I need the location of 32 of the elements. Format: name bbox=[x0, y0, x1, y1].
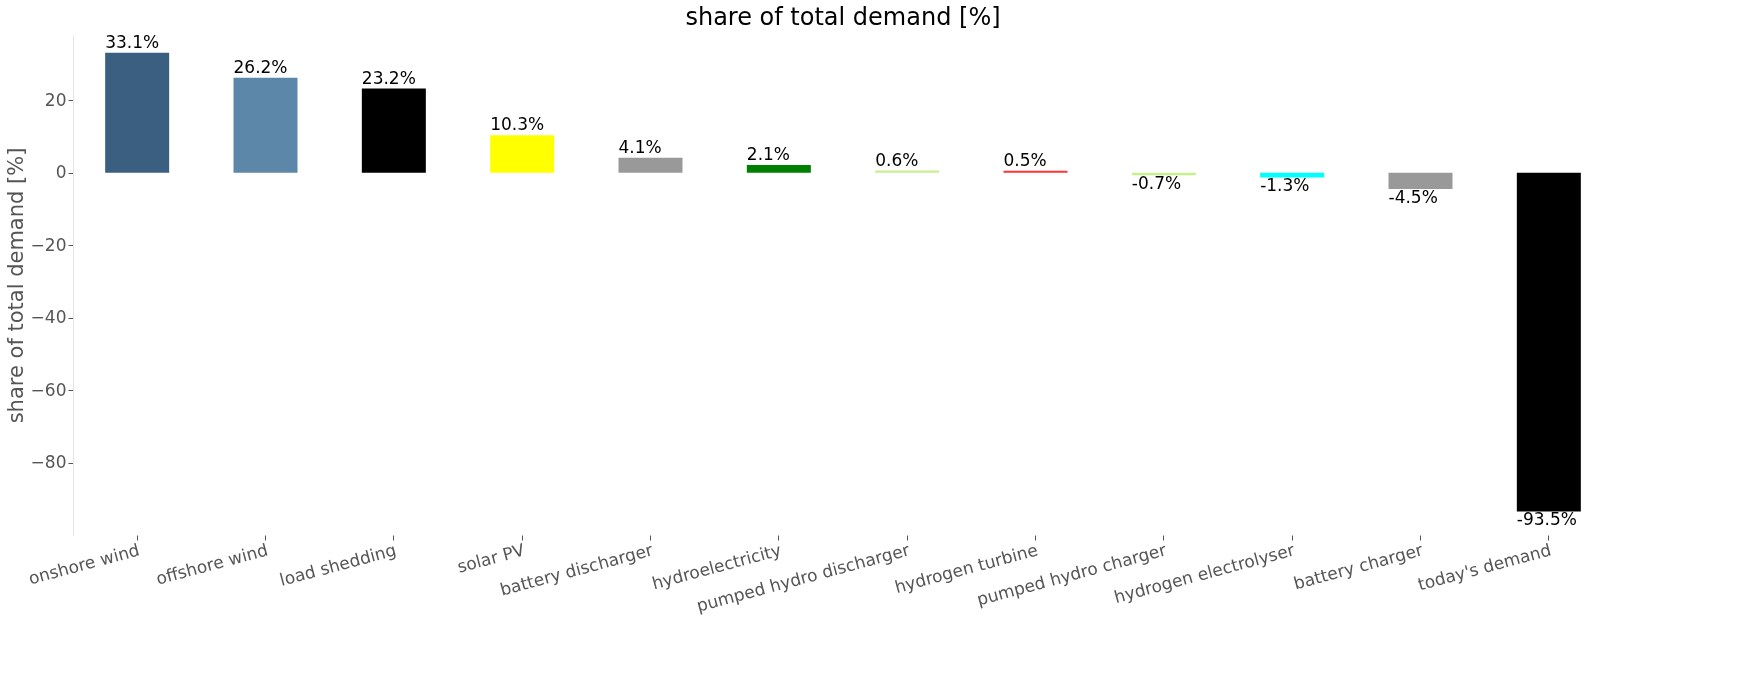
bar bbox=[875, 170, 940, 173]
y-tick-label: 0 bbox=[55, 162, 67, 183]
bar bbox=[746, 165, 811, 173]
data-label: 33.1% bbox=[105, 31, 160, 52]
x-tick-label: onshore wind bbox=[26, 539, 142, 589]
data-label: 2.1% bbox=[746, 144, 791, 165]
y-tick-label: −40 bbox=[30, 307, 67, 328]
bar bbox=[1388, 172, 1453, 189]
data-label: 26.2% bbox=[233, 56, 288, 77]
data-label: -4.5% bbox=[1388, 186, 1438, 207]
y-tick-label: −80 bbox=[30, 452, 67, 473]
data-label: -93.5% bbox=[1516, 509, 1577, 530]
data-label: 4.1% bbox=[618, 136, 662, 157]
chart-title: share of total demand [%] bbox=[685, 2, 1001, 31]
data-label: 10.3% bbox=[490, 114, 545, 135]
bar bbox=[618, 157, 683, 173]
x-tick-label: offshore wind bbox=[153, 539, 270, 589]
bar bbox=[105, 52, 170, 173]
data-label: 0.5% bbox=[1003, 149, 1047, 170]
y-tick-label: −60 bbox=[30, 379, 67, 400]
data-label: -1.3% bbox=[1260, 175, 1310, 196]
y-tick-label: 20 bbox=[44, 89, 67, 110]
y-axis-title: share of total demand [%] bbox=[3, 147, 28, 424]
data-label: 0.6% bbox=[875, 149, 919, 170]
bar bbox=[233, 77, 298, 173]
bar bbox=[490, 135, 555, 173]
x-tick-label: solar PV bbox=[455, 539, 527, 577]
y-tick-label: −20 bbox=[30, 234, 67, 255]
bar bbox=[361, 88, 426, 173]
data-label: 23.2% bbox=[361, 67, 416, 88]
data-label: -0.7% bbox=[1131, 173, 1182, 194]
bar bbox=[1516, 172, 1581, 512]
